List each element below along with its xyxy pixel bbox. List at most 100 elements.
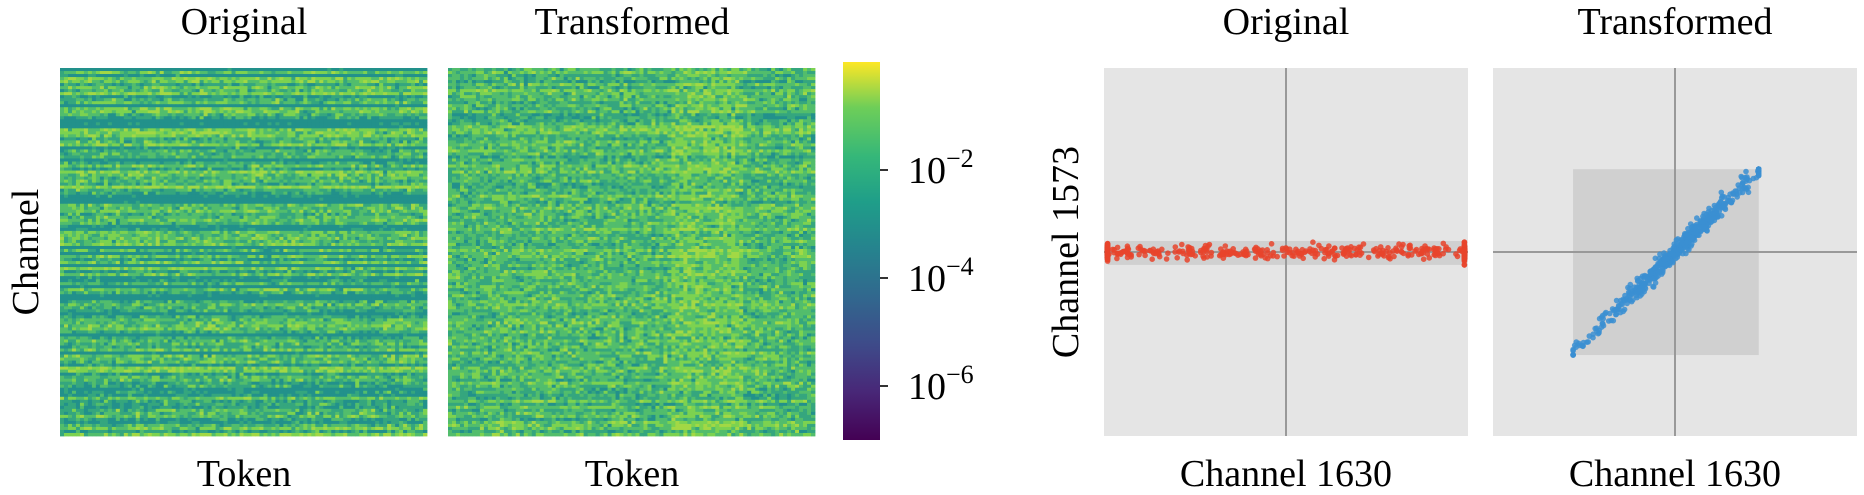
- heatmap-cell: [244, 89, 248, 92]
- heatmap-cell: [363, 137, 367, 140]
- heatmap-cell: [144, 201, 148, 204]
- heatmap-cell: [387, 104, 391, 107]
- heatmap-cell: [160, 231, 164, 234]
- heatmap-cell: [287, 98, 291, 101]
- heatmap-cell: [96, 74, 100, 77]
- heatmap-cell: [124, 71, 128, 74]
- heatmap-cell: [120, 204, 124, 207]
- heatmap-cell: [323, 204, 327, 207]
- heatmap-cell: [136, 104, 140, 107]
- heatmap-cell: [168, 77, 172, 80]
- heatmap-cell: [323, 125, 327, 128]
- heatmap-cell: [104, 131, 108, 134]
- heatmap-cell: [419, 98, 423, 101]
- heatmap-cell: [275, 119, 279, 122]
- heatmap-cell: [343, 225, 347, 228]
- heatmap-cell: [263, 134, 267, 137]
- heatmap-cell: [120, 219, 124, 222]
- heatmap-cell: [379, 101, 383, 104]
- heatmap-cell: [255, 177, 259, 180]
- heatmap-cell: [327, 119, 331, 122]
- heatmap-cell: [291, 74, 295, 77]
- heatmap-cell: [172, 204, 176, 207]
- heatmap-cell: [112, 207, 116, 210]
- heatmap-cell: [379, 186, 383, 189]
- heatmap-cell: [72, 116, 76, 119]
- heatmap-cell: [295, 210, 299, 213]
- heatmap-cell: [144, 213, 148, 216]
- heatmap-cell: [216, 128, 220, 131]
- heatmap-cell: [299, 80, 303, 83]
- heatmap-cell: [375, 195, 379, 198]
- heatmap-cell: [251, 113, 255, 116]
- heatmap-cell: [136, 192, 140, 195]
- heatmap-cell: [104, 143, 108, 146]
- heatmap-cell: [152, 231, 156, 234]
- heatmap-cell: [247, 128, 251, 131]
- heatmap-cell: [299, 74, 303, 77]
- heatmap-cell: [355, 74, 359, 77]
- heatmap-cell: [192, 165, 196, 168]
- heatmap-cell: [100, 119, 104, 122]
- heatmap-cell: [399, 140, 403, 143]
- heatmap-cell: [347, 140, 351, 143]
- heatmap-cell: [184, 165, 188, 168]
- heatmap-cell: [60, 222, 64, 225]
- heatmap-cell: [351, 68, 355, 71]
- heatmap-cell: [275, 140, 279, 143]
- heatmap-cell: [228, 143, 232, 146]
- heatmap-cell: [311, 137, 315, 140]
- heatmap-cell: [327, 158, 331, 161]
- heatmap-cell: [184, 101, 188, 104]
- heatmap-cell: [236, 89, 240, 92]
- heatmap-cell: [283, 210, 287, 213]
- heatmap-cell: [172, 116, 176, 119]
- heatmap-cell: [80, 204, 84, 207]
- heatmap-cell: [164, 192, 168, 195]
- heatmap-cell: [128, 131, 132, 134]
- heatmap-cell: [267, 207, 271, 210]
- heatmap-cell: [76, 77, 80, 80]
- heatmap-cell: [295, 77, 299, 80]
- heatmap-cell: [247, 198, 251, 201]
- heatmap-cell: [287, 207, 291, 210]
- heatmap-cell: [307, 95, 311, 98]
- heatmap-cell: [331, 140, 335, 143]
- heatmap-cell: [96, 162, 100, 165]
- heatmap-cell: [323, 149, 327, 152]
- heatmap-cell: [331, 137, 335, 140]
- heatmap-cell: [80, 186, 84, 189]
- heatmap-cell: [80, 152, 84, 155]
- heatmap-cell: [144, 195, 148, 198]
- heatmap-cell: [323, 116, 327, 119]
- heatmap-cell: [407, 228, 411, 231]
- heatmap-cell: [120, 68, 124, 71]
- heatmap-cell: [200, 95, 204, 98]
- heatmap-cell: [299, 158, 303, 161]
- heatmap-cell: [263, 89, 267, 92]
- heatmap-cell: [232, 207, 236, 210]
- heatmap-cell: [60, 110, 64, 113]
- heatmap-cell: [367, 228, 371, 231]
- heatmap-cell: [184, 219, 188, 222]
- heatmap-cell: [228, 68, 232, 71]
- heatmap-cell: [315, 165, 319, 168]
- heatmap-cell: [295, 177, 299, 180]
- heatmap-cell: [375, 80, 379, 83]
- heatmap-cell: [359, 225, 363, 228]
- heatmap-cell: [343, 192, 347, 195]
- heatmap-cell: [144, 80, 148, 83]
- heatmap-cell: [399, 128, 403, 131]
- heatmap-cell: [251, 207, 255, 210]
- heatmap-cell: [319, 168, 323, 171]
- heatmap-cell: [407, 174, 411, 177]
- heatmap-cell: [148, 201, 152, 204]
- heatmap-cell: [88, 155, 92, 158]
- heatmap-cell: [323, 183, 327, 186]
- heatmap-cell: [335, 137, 339, 140]
- heatmap-cell: [343, 86, 347, 89]
- heatmap-cell: [267, 213, 271, 216]
- heatmap-cell: [391, 122, 395, 125]
- heatmap-cell: [271, 131, 275, 134]
- heatmap-cell: [204, 216, 208, 219]
